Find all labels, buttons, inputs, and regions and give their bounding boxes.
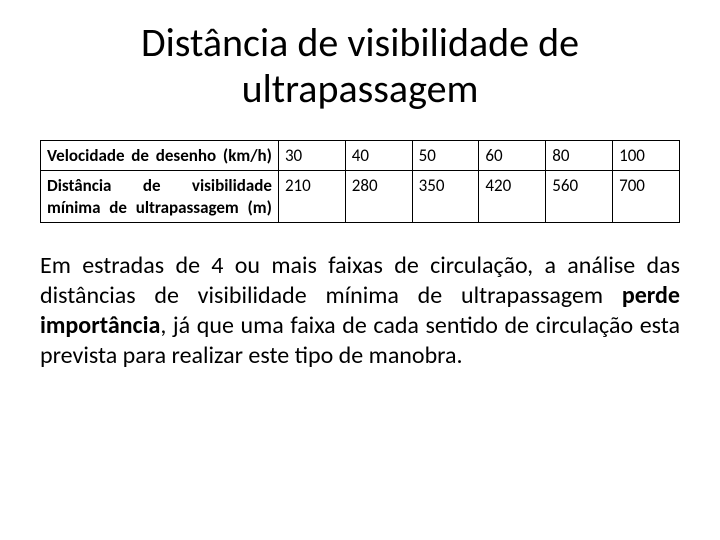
cell: 560 bbox=[546, 171, 613, 223]
table-row: Velocidade de desenho (km/h) 30 40 50 60… bbox=[41, 141, 680, 171]
cell: 50 bbox=[412, 141, 479, 171]
row-label: Distância de visibilidade mínima de ultr… bbox=[41, 171, 279, 223]
row-label: Velocidade de desenho (km/h) bbox=[41, 141, 279, 171]
body-paragraph: Em estradas de 4 ou mais faixas de circu… bbox=[40, 251, 680, 371]
cell: 350 bbox=[412, 171, 479, 223]
paragraph-part1: Em estradas de 4 ou mais faixas de circu… bbox=[40, 251, 680, 310]
cell: 420 bbox=[479, 171, 546, 223]
slide-title: Distância de visibilidade de ultrapassag… bbox=[40, 20, 680, 112]
cell: 280 bbox=[345, 171, 412, 223]
cell: 30 bbox=[278, 141, 345, 171]
cell: 60 bbox=[479, 141, 546, 171]
slide-container: Distância de visibilidade de ultrapassag… bbox=[0, 0, 720, 401]
cell: 80 bbox=[546, 141, 613, 171]
cell: 700 bbox=[613, 171, 680, 223]
table-row: Distância de visibilidade mínima de ultr… bbox=[41, 171, 680, 223]
data-table: Velocidade de desenho (km/h) 30 40 50 60… bbox=[40, 140, 680, 223]
cell: 40 bbox=[345, 141, 412, 171]
cell: 100 bbox=[613, 141, 680, 171]
cell: 210 bbox=[278, 171, 345, 223]
